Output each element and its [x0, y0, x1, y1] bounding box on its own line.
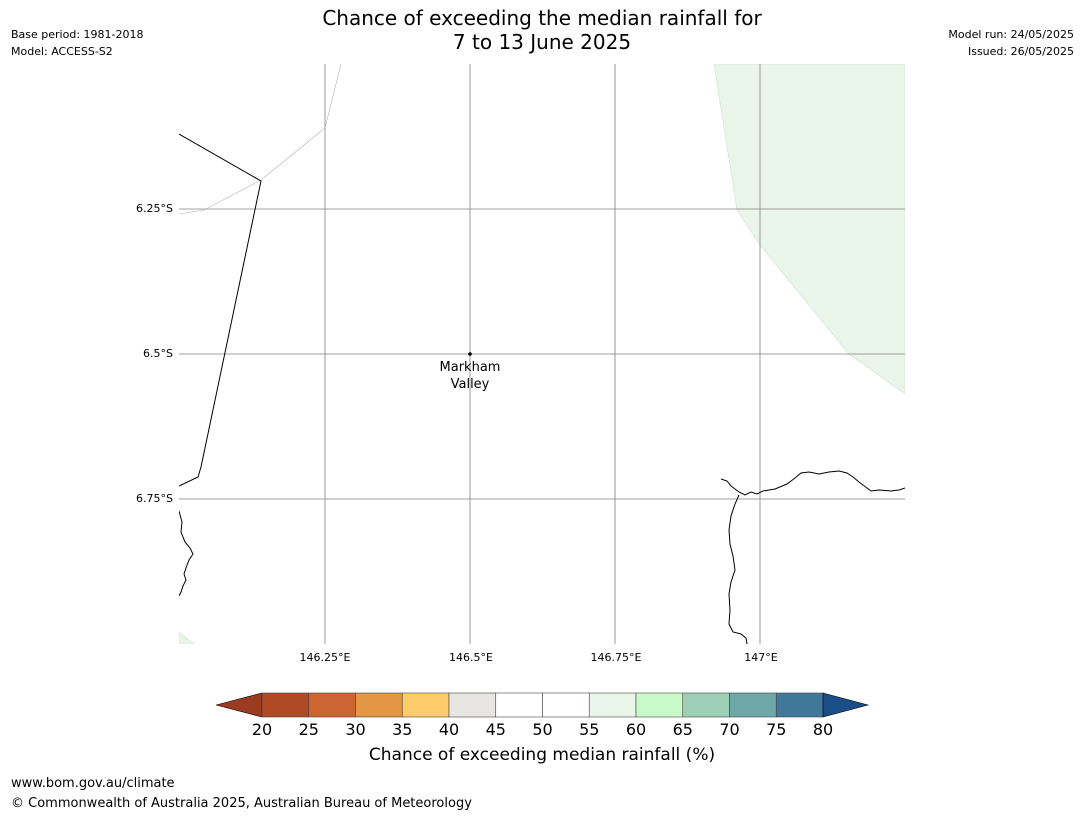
- colorbar-tick-75: 75: [766, 720, 787, 739]
- colorbar-svg: [214, 692, 870, 718]
- colorbar-cell-9: [682, 692, 730, 718]
- colorbar-tick-80: 80: [812, 720, 834, 739]
- graticule: [179, 64, 905, 644]
- coastline-right: [720, 470, 906, 496]
- model-run-text: Model run: 24/05/2025: [948, 28, 1074, 41]
- place-label-line-1: Markham: [440, 360, 501, 375]
- footer-url: www.bom.gov.au/climate: [11, 776, 175, 791]
- colorbar-tick-45: 45: [485, 720, 506, 739]
- colorbar-cell-5: [495, 692, 543, 718]
- colorbar-cell-8: [635, 692, 684, 718]
- colorbar-tick-20: 20: [251, 720, 273, 739]
- colorbar-label: Chance of exceeding median rainfall (%): [368, 745, 716, 765]
- shaded-region-55-60: [713, 63, 906, 395]
- metadata-left: Base period: 1981-2018 Model: ACCESS-S2: [11, 26, 143, 60]
- colorbar-cell-3: [401, 692, 450, 718]
- map-area: Markham Valley: [178, 63, 906, 645]
- colorbar-high-extend: [822, 692, 870, 718]
- province-boundary: [178, 63, 342, 215]
- metadata-right: Model run: 24/05/2025 Issued: 26/05/2025: [948, 26, 1074, 60]
- coastline-left: [178, 510, 194, 597]
- colorbar-cell-7: [588, 692, 637, 718]
- issued-text: Issued: 26/05/2025: [967, 45, 1074, 58]
- lon-label-147: 147°E: [744, 651, 778, 664]
- colorbar-cell-1: [308, 692, 356, 718]
- location-marker: [468, 352, 472, 356]
- lon-label-146-25: 146.25°E: [299, 651, 351, 664]
- title-line-2: 7 to 13 June 2025: [452, 30, 632, 54]
- colorbar-cells: [261, 692, 824, 718]
- model-text: Model: ACCESS-S2: [11, 45, 113, 58]
- lat-label-6-75: 6.75°S: [136, 492, 173, 505]
- colorbar-tick-55: 55: [579, 720, 600, 739]
- colorbar-tick-35: 35: [392, 720, 413, 739]
- colorbar-low-extend: [214, 692, 263, 718]
- coastline-inlet: [728, 494, 748, 645]
- map-canvas: Markham Valley: [178, 63, 906, 645]
- colorbar-tick-25: 25: [298, 720, 319, 739]
- colorbar-tick-70: 70: [719, 720, 740, 739]
- lon-label-146-75: 146.75°E: [590, 651, 642, 664]
- colorbar-tick-30: 30: [345, 720, 366, 739]
- colorbar-cell-2: [355, 692, 403, 718]
- map-title: Chance of exceeding the median rainfall …: [242, 6, 842, 54]
- colorbar: [214, 692, 870, 720]
- colorbar-cell-11: [775, 692, 824, 718]
- colorbar-cell-4: [448, 692, 497, 718]
- shaded-region-corner: [178, 631, 195, 645]
- title-line-1: Chance of exceeding the median rainfall …: [322, 6, 762, 30]
- colorbar-tick-40: 40: [438, 720, 460, 739]
- colorbar-cell-0: [261, 692, 310, 718]
- colorbar-tick-50: 50: [532, 720, 553, 739]
- place-label-line-2: Valley: [451, 377, 490, 392]
- colorbar-tick-65: 65: [672, 720, 693, 739]
- colorbar-cell-6: [542, 692, 590, 718]
- lat-label-6-25: 6.25°S: [136, 202, 173, 215]
- base-period-text: Base period: 1981-2018: [11, 28, 144, 41]
- lat-label-6-5: 6.5°S: [143, 347, 173, 360]
- lon-label-146-5: 146.5°E: [449, 651, 493, 664]
- colorbar-tick-60: 60: [625, 720, 647, 739]
- footer-copyright: © Commonwealth of Australia 2025, Austra…: [11, 796, 472, 811]
- border-line: [178, 133, 262, 487]
- colorbar-cell-10: [729, 692, 777, 718]
